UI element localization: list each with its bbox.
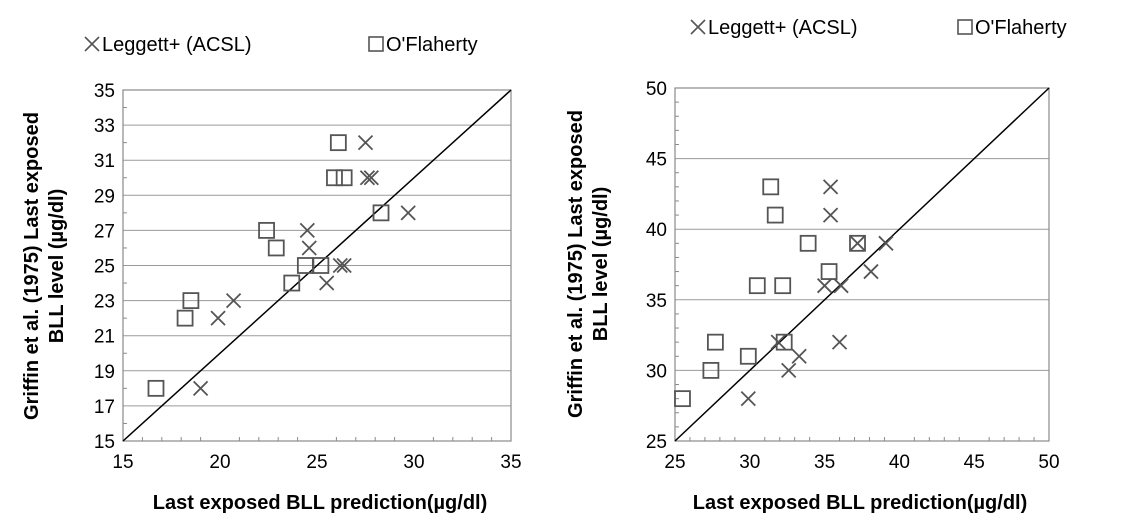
oflaherty-square-point bbox=[335, 169, 353, 187]
x-tick-label: 40 bbox=[889, 452, 910, 473]
leggett-x-point bbox=[781, 362, 797, 379]
x-tick-label: 15 bbox=[112, 452, 133, 473]
leggett-x-point bbox=[332, 257, 348, 274]
y-tick-label: 40 bbox=[646, 220, 667, 241]
leggett-x-point bbox=[299, 222, 315, 239]
y-tick-label: 31 bbox=[94, 151, 115, 172]
leggett-x-point bbox=[400, 205, 416, 221]
leggett-x-point bbox=[301, 240, 317, 256]
leggett-x-point bbox=[363, 170, 379, 186]
plot-area-border bbox=[674, 87, 1050, 442]
oflaherty-square-point bbox=[774, 277, 792, 295]
y-axis-title: Griffin et al. (1975) Last exposed bbox=[21, 112, 43, 420]
oflaherty-square-point bbox=[739, 347, 757, 365]
leggett-x-point bbox=[210, 310, 226, 326]
oflaherty-square-point bbox=[762, 178, 780, 196]
y-tick-label: 19 bbox=[94, 362, 115, 383]
oflaherty-square-point bbox=[799, 234, 817, 252]
leggett-x-point bbox=[822, 207, 839, 223]
x-tick-label: 25 bbox=[306, 452, 327, 473]
leggett-x-point bbox=[359, 170, 376, 186]
oflaherty-square-point bbox=[820, 263, 838, 280]
x-tick-label: 35 bbox=[814, 452, 835, 473]
oflaherty-square-point bbox=[176, 309, 194, 327]
legend-x-marker bbox=[690, 19, 706, 35]
x-tick-label: 50 bbox=[1038, 452, 1059, 473]
x-tick-label: 35 bbox=[500, 452, 521, 473]
x-tick-label: 25 bbox=[664, 452, 685, 473]
x-tick-label: 30 bbox=[403, 452, 424, 473]
y-tick-label: 21 bbox=[94, 327, 115, 348]
leggett-x-point bbox=[225, 292, 242, 309]
x-tick-label: 30 bbox=[739, 452, 760, 473]
y-tick-label: 45 bbox=[646, 150, 667, 171]
right-scatter-chart: 25 30 35 40 45 50 25 30 35 40 45 50 Leggett+ (ACSL) O… bbox=[565, 17, 1067, 514]
y-axis-title: BLL level (µg/dl) bbox=[590, 187, 612, 342]
leggett-x-point bbox=[816, 278, 833, 294]
y-axis-title: Griffin et al. (1975) Last exposed bbox=[565, 110, 587, 418]
leggett-x-point bbox=[831, 334, 848, 350]
legend-x-marker bbox=[84, 36, 100, 52]
legend-label: Leggett+ (ACSL) bbox=[102, 34, 252, 56]
leggett-x-point bbox=[833, 278, 849, 294]
oflaherty-square-point bbox=[182, 292, 200, 310]
oflaherty-square-point bbox=[849, 234, 866, 252]
y-axis-title: BLL level (µg/dl) bbox=[46, 189, 68, 344]
oflaherty-square-point bbox=[674, 390, 691, 408]
x-axis-title: Last exposed BLL prediction(µg/dl) bbox=[693, 492, 1028, 514]
y-tick-label: 35 bbox=[646, 291, 667, 312]
y-tick-label: 29 bbox=[94, 186, 115, 207]
oflaherty-square-point bbox=[766, 206, 784, 224]
y-tick-label: 27 bbox=[94, 221, 115, 242]
y-tick-label: 35 bbox=[94, 81, 115, 102]
oflaherty-square-point bbox=[372, 204, 390, 222]
identity-line bbox=[122, 89, 512, 442]
oflaherty-square-point bbox=[283, 274, 301, 292]
x-axis-title: Last exposed BLL prediction(µg/dl) bbox=[153, 492, 488, 514]
y-tick-label: 25 bbox=[94, 257, 115, 278]
y-tick-label: 50 bbox=[646, 79, 667, 100]
oflaherty-square-point bbox=[267, 239, 285, 257]
plot-area-border bbox=[122, 89, 512, 442]
oflaherty-square-point bbox=[706, 333, 724, 351]
oflaherty-square-point bbox=[258, 221, 275, 239]
leggett-x-point bbox=[849, 235, 866, 251]
legend-square-marker bbox=[368, 36, 384, 52]
oflaherty-square-point bbox=[748, 277, 766, 295]
oflaherty-square-point bbox=[775, 333, 793, 351]
identity-line bbox=[674, 87, 1050, 442]
y-tick-label: 33 bbox=[94, 116, 115, 137]
leggett-x-point bbox=[863, 263, 879, 280]
y-tick-label: 25 bbox=[646, 432, 667, 453]
leggett-x-point bbox=[319, 275, 335, 291]
leggett-x-point bbox=[791, 348, 807, 364]
x-tick-label: 45 bbox=[964, 452, 985, 473]
leggett-x-point bbox=[770, 334, 786, 350]
leggett-x-point bbox=[740, 391, 756, 407]
legend-label: Leggett+ (ACSL) bbox=[708, 17, 858, 39]
y-tick-label: 23 bbox=[94, 292, 115, 313]
oflaherty-square-point bbox=[312, 257, 330, 274]
leggett-x-point bbox=[878, 235, 894, 251]
y-tick-label: 17 bbox=[94, 397, 115, 418]
legend-square-marker bbox=[957, 19, 973, 35]
oflaherty-square-point bbox=[702, 361, 720, 379]
legend-label: O'Flaherty bbox=[386, 34, 478, 56]
leggett-x-point bbox=[336, 257, 352, 274]
oflaherty-square-point bbox=[329, 134, 347, 152]
leggett-x-point bbox=[357, 135, 374, 151]
left-chart-panel: 15 17 19 21 23 25 27 29 31 33 35 15 20 25 30 35 Leggett+… bbox=[0, 0, 560, 531]
oflaherty-square-point bbox=[147, 379, 165, 397]
oflaherty-square-point bbox=[326, 169, 343, 187]
y-tick-label: 15 bbox=[94, 432, 115, 453]
right-chart-panel: 25 30 35 40 45 50 25 30 35 40 45 50 Leggett+ (ACSL) O… bbox=[565, 0, 1131, 531]
x-tick-label: 20 bbox=[209, 452, 230, 473]
left-scatter-chart: 15 17 19 21 23 25 27 29 31 33 35 15 20 25 30 35 Leggett+… bbox=[21, 34, 522, 514]
y-tick-label: 30 bbox=[646, 361, 667, 382]
leggett-x-point bbox=[822, 179, 839, 195]
legend-label: O'Flaherty bbox=[975, 17, 1067, 39]
leggett-x-point bbox=[192, 380, 209, 396]
